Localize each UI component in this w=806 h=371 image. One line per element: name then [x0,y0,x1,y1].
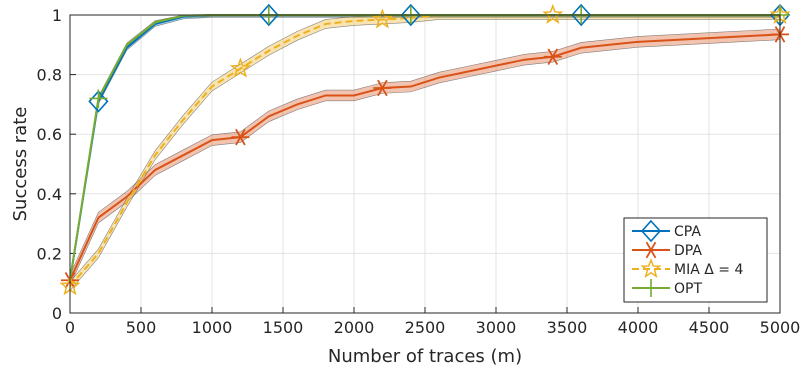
x-axis-label: Number of traces (m) [328,346,522,367]
mia-4-line [69,14,780,287]
y-tick-label: 1 [52,6,62,25]
plot-frame [69,14,781,314]
cpa-marker [258,3,279,27]
x-tick-label: 4500 [689,318,730,337]
y-tick-label: 0.2 [37,244,62,263]
cpa-marker [571,3,592,27]
legend-marker-cpa [640,219,662,243]
x-tick-label: 4000 [618,318,659,337]
legend-label-mia-4: MIA Δ = 4 [674,262,743,278]
legend: CPA DPA MIA Δ = 4 OPT [623,217,768,303]
mia-4-marker [371,8,393,29]
dpa-marker [373,79,392,97]
y-tick-label: 0.4 [37,185,62,204]
legend-marker-dpa [642,241,660,259]
y-tick-label: 0 [52,304,62,323]
legend-label-opt: OPT [674,281,702,297]
legend-marker-mia-4 [640,257,662,279]
x-tick-label: 5000 [760,318,801,337]
legend-marker-opt [642,279,660,297]
dpa-marker [231,128,250,146]
x-tick-labels: 0 500 1000 1500 2000 2500 3000 3500 4000 4500 5000 [65,318,800,337]
y-tick-labels: 0 0.2 0.4 0.6 0.8 1 [37,6,62,323]
x-tick-label: 1500 [263,318,304,337]
mia-4-marker [229,57,251,78]
x-tick-label: 500 [126,318,157,337]
x-tick-label: 1000 [192,318,233,337]
legend-label-dpa: DPA [674,243,702,259]
x-tick-label: 3500 [547,318,588,337]
opt-marker [89,89,108,108]
x-tick-label: 0 [65,318,75,337]
dpa-marker [543,48,562,65]
legend-label-cpa: CPA [674,224,701,240]
x-tick-label: 2500 [405,318,446,337]
y-tick-label: 0.8 [37,66,62,85]
mia-4-marker [542,3,564,25]
x-tick-label: 2000 [334,318,375,337]
dpa-line [69,33,781,281]
x-tick-label: 3000 [476,318,517,337]
y-tick-label: 0.6 [37,125,62,144]
cpa-marker [400,3,421,27]
y-axis-label: Success rate [10,107,31,222]
